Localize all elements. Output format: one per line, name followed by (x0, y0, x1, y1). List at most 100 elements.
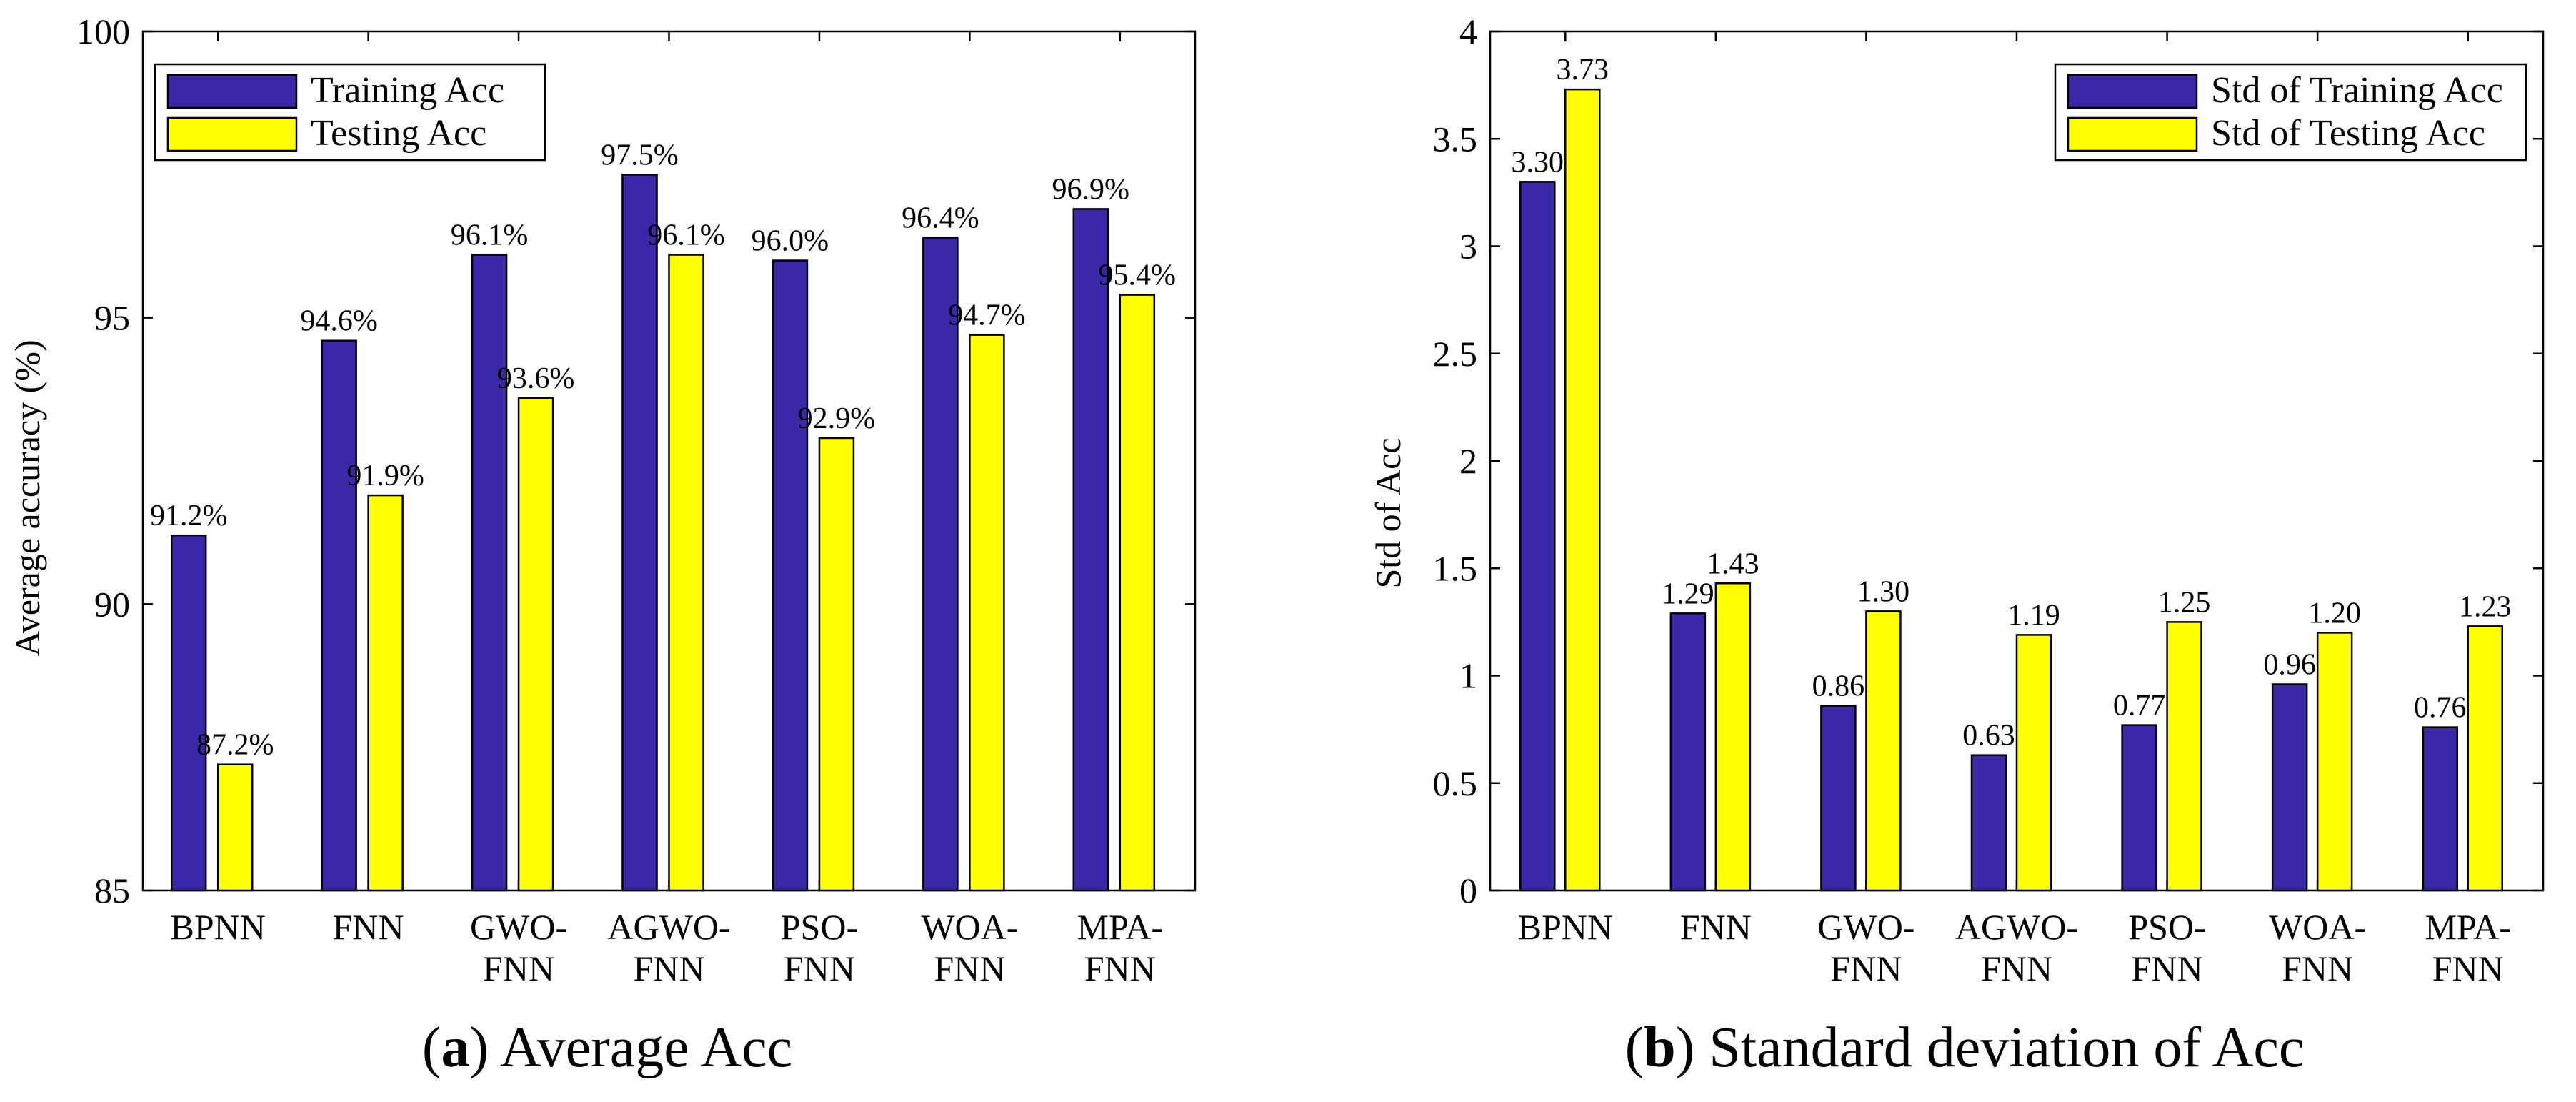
chart-a-bar-testing (216, 763, 254, 892)
chart-a-ylabel: Average accuracy (%) (7, 339, 47, 656)
chart-b-bar-testing (2166, 621, 2202, 892)
chart-b-category-label: WOA-FNN (2269, 907, 2366, 988)
chart-a-ytick-label: 90 (94, 584, 130, 624)
chart-b-legend-swatch-training (2067, 74, 2198, 109)
chart-b-data-label-training: 3.30 (1512, 146, 1564, 179)
chart-b-data-label-testing: 3.73 (1557, 54, 1609, 86)
chart-a-bar-training (471, 254, 508, 892)
chart-b-bar-training (1519, 181, 1556, 892)
chart-a-category-label: GWO-FNN (470, 907, 567, 988)
chart-b-bar-training (2422, 726, 2458, 892)
chart-b-category-label: BPNN (1518, 907, 1613, 947)
chart-b-category-label: PSO-FNN (2128, 907, 2205, 988)
chart-b-bar-testing (2467, 625, 2503, 892)
chart-a-legend-label-training: Training Acc (311, 70, 504, 111)
chart-b-caption: (b) Standard deviation of Acc (1625, 1016, 2305, 1079)
chart-b-ytick-label: 0.5 (1433, 763, 1478, 803)
chart-b-bar-training (1669, 612, 1707, 892)
chart-a-data-label-testing: 93.6% (497, 362, 575, 395)
chart-b-data-label-testing: 1.19 (2007, 599, 2060, 632)
chart-a-bar-training (170, 534, 207, 892)
chart-a-bar-testing (367, 494, 404, 892)
chart-a-caption: (a) Average Acc (422, 1016, 792, 1079)
chart-b-category-label: FNN (1680, 907, 1752, 947)
chart-b-ytick-label: 2.5 (1433, 334, 1478, 374)
chart-a-data-label-training: 96.9% (1052, 173, 1130, 206)
chart-a-category-label: PSO-FNN (781, 907, 858, 988)
chart-a-ytick-label: 95 (94, 298, 130, 338)
chart-b-bar-testing (2316, 632, 2353, 892)
chart-a-bar-training (321, 339, 357, 892)
chart-a-data-label-testing: 87.2% (196, 729, 274, 762)
chart-b-data-label-testing: 1.25 (2158, 586, 2211, 619)
chart-a-legend-swatch-testing (166, 116, 298, 152)
chart-a-data-label-testing: 95.4% (1099, 259, 1177, 292)
chart-a-ytick-label: 85 (94, 870, 130, 910)
chart-b-bar-training (1820, 705, 1857, 892)
chart-b-data-label-testing: 1.23 (2459, 590, 2512, 623)
chart-b-ylabel: Std of Acc (1368, 437, 1408, 588)
chart-a-data-label-training: 94.6% (300, 305, 378, 338)
chart-b-data-label-testing: 1.30 (1857, 575, 1910, 608)
chart-b-data-label-testing: 1.43 (1707, 547, 1759, 580)
chart-b-bar-testing (1714, 582, 1752, 892)
chart-b-data-label-training: 0.63 (1962, 720, 2015, 753)
chart-a-data-label-training: 91.2% (150, 500, 228, 532)
chart-a-bar-testing (969, 334, 1005, 892)
chart-a-category-label: MPA-FNN (1077, 907, 1163, 988)
chart-b-caption-text: Standard deviation of Acc (1709, 1016, 2304, 1079)
chart-a-data-label-testing: 92.9% (798, 402, 876, 435)
chart-b-ytick-label: 1 (1459, 656, 1477, 696)
chart-b-bar-training (2271, 683, 2308, 892)
chart-a-bar-training (621, 174, 658, 892)
chart-a-category-label: AGWO-FNN (607, 907, 730, 988)
chart-a-bar-training (772, 259, 809, 892)
chart-a-bar-testing (517, 397, 554, 892)
chart-b-data-label-training: 1.29 (1662, 577, 1714, 610)
chart-b-ytick-label: 3.5 (1433, 119, 1478, 159)
chart-a-bar-training (922, 237, 959, 892)
chart-a-data-label-testing: 91.9% (346, 460, 424, 492)
chart-b-legend-swatch-testing (2067, 116, 2198, 152)
chart-b-ytick-label: 1.5 (1433, 548, 1478, 588)
chart-b-data-label-testing: 1.20 (2308, 597, 2361, 630)
chart-a-category-label: WOA-FNN (921, 907, 1018, 988)
chart-a-data-label-training: 97.5% (601, 139, 679, 172)
chart-b-ytick-label: 3 (1459, 227, 1477, 267)
chart-b-legend-label-testing: Std of Testing Acc (2211, 113, 2485, 154)
chart-b-bar-training (1970, 754, 2007, 892)
chart-a-data-label-training: 96.0% (752, 225, 829, 258)
chart-a-data-label-training: 96.1% (451, 219, 529, 252)
chart-a-data-label-testing: 96.1% (647, 219, 725, 252)
chart-b-legend-label-training: Std of Training Acc (2211, 70, 2503, 111)
chart-a-bar-testing (818, 437, 855, 892)
chart-b-data-label-training: 0.77 (2113, 690, 2166, 723)
chart-b-bar-training (2121, 724, 2157, 892)
chart-b-bar-testing (1865, 610, 1902, 892)
chart-a-data-label-training: 96.4% (902, 202, 979, 234)
chart-b-ytick-label: 4 (1459, 11, 1477, 51)
chart-std-acc: Std of Acc (b) Standard deviation of Acc… (1368, 11, 2545, 1079)
chart-b-category-label: AGWO-FNN (1955, 907, 2078, 988)
chart-a-legend-label-testing: Testing Acc (311, 113, 486, 154)
chart-b-ytick-label: 2 (1459, 441, 1477, 481)
chart-b-ytick-label: 0 (1459, 870, 1477, 910)
chart-a-bar-testing (668, 254, 704, 892)
chart-a-legend-swatch-training (166, 74, 298, 109)
chart-b-data-label-training: 0.96 (2263, 649, 2316, 682)
chart-b-category-label: GWO-FNN (1817, 907, 1914, 988)
chart-a-bar-training (1072, 208, 1109, 892)
chart-b-data-label-training: 0.86 (1812, 670, 1865, 703)
chart-a-data-label-testing: 94.7% (948, 299, 1026, 332)
chart-a-caption-letter: a (441, 1016, 470, 1079)
chart-a-ytick-label: 100 (76, 11, 130, 51)
chart-a-category-label: BPNN (171, 907, 266, 947)
chart-b-data-label-training: 0.76 (2414, 692, 2467, 725)
chart-b-category-label: MPA-FNN (2425, 907, 2510, 988)
chart-b-bar-testing (1564, 88, 1601, 892)
chart-b-bar-testing (2015, 634, 2052, 892)
chart-b-caption-letter: b (1644, 1016, 1676, 1079)
chart-a-category-label: FNN (333, 907, 404, 947)
chart-a-caption-text: Average Acc (500, 1016, 792, 1079)
